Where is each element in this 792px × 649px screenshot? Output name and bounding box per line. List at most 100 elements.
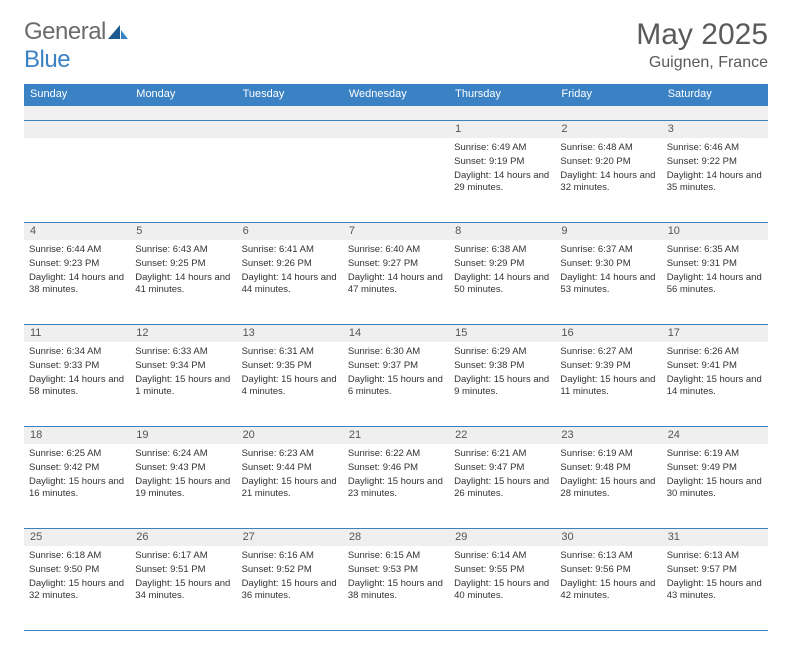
day-cell: Sunrise: 6:17 AMSunset: 9:51 PMDaylight:… [130,546,236,630]
day-cell: Sunrise: 6:22 AMSunset: 9:46 PMDaylight:… [343,444,449,528]
day-number: 2 [555,121,661,138]
sunrise-line: Sunrise: 6:43 AM [135,244,231,257]
sunrise-line: Sunrise: 6:46 AM [667,142,763,155]
sunrise-line: Sunrise: 6:40 AM [348,244,444,257]
sunset-line: Sunset: 9:50 PM [29,564,125,577]
sunset-line: Sunset: 9:19 PM [454,156,550,169]
sunset-line: Sunset: 9:52 PM [242,564,338,577]
day-number: 24 [662,427,768,444]
weekday-header: Wednesday [343,84,449,106]
sunrise-line: Sunrise: 6:44 AM [29,244,125,257]
sunrise-line: Sunrise: 6:38 AM [454,244,550,257]
daylight-line: Daylight: 14 hours and 41 minutes. [135,272,231,298]
sunset-line: Sunset: 9:39 PM [560,360,656,373]
daylight-line: Daylight: 15 hours and 14 minutes. [667,374,763,400]
day-cell: Sunrise: 6:35 AMSunset: 9:31 PMDaylight:… [662,240,768,324]
day-number: 5 [130,223,236,240]
sunrise-line: Sunrise: 6:25 AM [29,448,125,461]
daylight-line: Daylight: 15 hours and 4 minutes. [242,374,338,400]
daynum-row: 45678910 [24,223,768,240]
daylight-line: Daylight: 15 hours and 43 minutes. [667,578,763,604]
daylight-line: Daylight: 14 hours and 47 minutes. [348,272,444,298]
day-number: 17 [662,325,768,342]
sunset-line: Sunset: 9:27 PM [348,258,444,271]
daylight-line: Daylight: 14 hours and 29 minutes. [454,170,550,196]
sunset-line: Sunset: 9:30 PM [560,258,656,271]
sunrise-line: Sunrise: 6:35 AM [667,244,763,257]
daylight-line: Daylight: 15 hours and 6 minutes. [348,374,444,400]
day-cell: Sunrise: 6:40 AMSunset: 9:27 PMDaylight:… [343,240,449,324]
day-cell: Sunrise: 6:49 AMSunset: 9:19 PMDaylight:… [449,138,555,222]
sunset-line: Sunset: 9:37 PM [348,360,444,373]
day-number: 23 [555,427,661,444]
sunrise-line: Sunrise: 6:18 AM [29,550,125,563]
day-cell: Sunrise: 6:15 AMSunset: 9:53 PMDaylight:… [343,546,449,630]
sunset-line: Sunset: 9:38 PM [454,360,550,373]
sunset-line: Sunset: 9:44 PM [242,462,338,475]
sunset-line: Sunset: 9:43 PM [135,462,231,475]
sunset-line: Sunset: 9:20 PM [560,156,656,169]
day-number: 25 [24,529,130,546]
daylight-line: Daylight: 15 hours and 1 minute. [135,374,231,400]
daylight-line: Daylight: 15 hours and 32 minutes. [29,578,125,604]
day-cell: Sunrise: 6:21 AMSunset: 9:47 PMDaylight:… [449,444,555,528]
sunset-line: Sunset: 9:51 PM [135,564,231,577]
weekday-header: Saturday [662,84,768,106]
day-cell: Sunrise: 6:13 AMSunset: 9:56 PMDaylight:… [555,546,661,630]
weekday-header: Tuesday [237,84,343,106]
sunrise-line: Sunrise: 6:34 AM [29,346,125,359]
daynum-row: 123 [24,121,768,138]
sunset-line: Sunset: 9:56 PM [560,564,656,577]
day-cell: Sunrise: 6:37 AMSunset: 9:30 PMDaylight:… [555,240,661,324]
daynum-row: 11121314151617 [24,325,768,342]
sunrise-line: Sunrise: 6:13 AM [667,550,763,563]
day-cell: Sunrise: 6:48 AMSunset: 9:20 PMDaylight:… [555,138,661,222]
daylight-line: Daylight: 15 hours and 38 minutes. [348,578,444,604]
day-cell: Sunrise: 6:43 AMSunset: 9:25 PMDaylight:… [130,240,236,324]
title-block: May 2025 Guignen, France [636,18,768,72]
day-cell: Sunrise: 6:34 AMSunset: 9:33 PMDaylight:… [24,342,130,426]
sunrise-line: Sunrise: 6:24 AM [135,448,231,461]
week-detail-row: Sunrise: 6:34 AMSunset: 9:33 PM Daylight:… [24,342,768,426]
daylight-line: Daylight: 15 hours and 9 minutes. [454,374,550,400]
day-number: 12 [130,325,236,342]
week-wrapper: 45678910Sunrise: 6:44 AMSunset: 9:23 PMD… [24,222,768,324]
sunset-line: Sunset: 9:47 PM [454,462,550,475]
day-number: 27 [237,529,343,546]
day-cell: Sunrise: 6:31 AMSunset: 9:35 PMDaylight:… [237,342,343,426]
daylight-line: Daylight: 14 hours and 35 minutes. [667,170,763,196]
sunrise-line: Sunrise: 6:29 AM [454,346,550,359]
day-cell: Sunrise: 6:38 AMSunset: 9:29 PMDaylight:… [449,240,555,324]
day-number: 20 [237,427,343,444]
sunrise-line: Sunrise: 6:37 AM [560,244,656,257]
location: Guignen, France [636,54,768,72]
month-title: May 2025 [636,18,768,52]
week-detail-row: Sunrise: 6:25 AMSunset: 9:42 PM Daylight:… [24,444,768,528]
sunrise-line: Sunrise: 6:22 AM [348,448,444,461]
daylight-line: Daylight: 14 hours and 53 minutes. [560,272,656,298]
sunrise-line: Sunrise: 6:17 AM [135,550,231,563]
day-cell: Sunrise: 6:29 AMSunset: 9:38 PMDaylight:… [449,342,555,426]
page-header: GeneralBlue May 2025 Guignen, France [24,18,768,74]
weekday-header: Friday [555,84,661,106]
sunrise-line: Sunrise: 6:48 AM [560,142,656,155]
sunset-line: Sunset: 9:33 PM [29,360,125,373]
day-number: 15 [449,325,555,342]
day-number: 8 [449,223,555,240]
sunrise-line: Sunrise: 6:23 AM [242,448,338,461]
calendar-bottom-border [24,630,768,631]
day-cell [343,138,449,222]
sunrise-line: Sunrise: 6:13 AM [560,550,656,563]
daynum-row: 25262728293031 [24,529,768,546]
daynum-row: 18192021222324 [24,427,768,444]
sunset-line: Sunset: 9:42 PM [29,462,125,475]
sunrise-line: Sunrise: 6:30 AM [348,346,444,359]
sunrise-line: Sunrise: 6:33 AM [135,346,231,359]
day-number: 21 [343,427,449,444]
day-cell: Sunrise: 6:19 AMSunset: 9:48 PMDaylight:… [555,444,661,528]
daylight-line: Daylight: 15 hours and 26 minutes. [454,476,550,502]
daylight-line: Daylight: 14 hours and 38 minutes. [29,272,125,298]
day-number: 18 [24,427,130,444]
week-detail-row: Sunrise: 6:44 AMSunset: 9:23 PMDaylight:… [24,240,768,324]
sunrise-line: Sunrise: 6:16 AM [242,550,338,563]
